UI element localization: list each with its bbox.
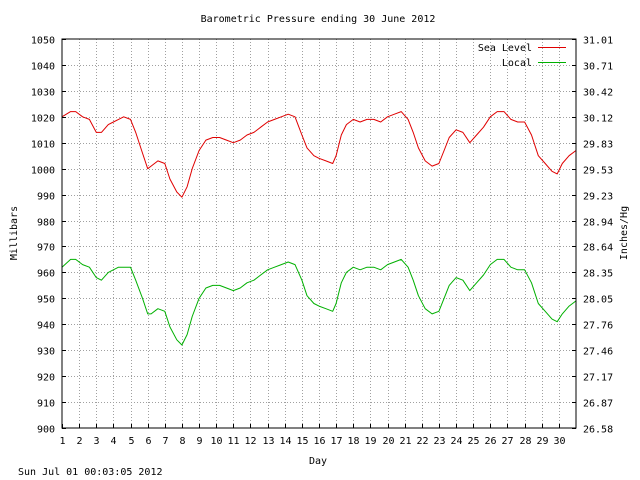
x-tick-label-23: 23 [433, 436, 445, 447]
y2-tick-label-27-76: 27.76 [583, 321, 613, 332]
y-tick-label-980: 980 [37, 218, 55, 229]
y2-tick-label-28-35: 28.35 [583, 269, 613, 280]
x-tick-label-18: 18 [347, 436, 359, 447]
x-tick-label-26: 26 [484, 436, 496, 447]
y-tick-labels: 900 910 920 930 940 950 960 970 980 990 1000 1010 10… [31, 36, 55, 436]
x-tick-label-5: 5 [128, 436, 134, 447]
y2-tick-label-30-71: 30.71 [583, 62, 613, 73]
chart-title: Barometric Pressure ending 30 June 2012 [201, 14, 436, 25]
y-tick-label-990: 990 [37, 192, 55, 203]
y-axis-label: Millibars [9, 206, 20, 260]
y-tick-label-1020: 1020 [31, 114, 55, 125]
y-tick-label-1040: 1040 [31, 62, 55, 73]
footer-timestamp: Sun Jul 01 00:03:05 2012 [18, 467, 163, 478]
grid-lines [62, 39, 576, 428]
x-tick-label-14: 14 [279, 436, 291, 447]
y2-tick-label-27-46: 27.46 [583, 347, 613, 358]
y2-tick-label-31-01: 31.01 [583, 36, 613, 47]
x-tick-label-7: 7 [162, 436, 168, 447]
series-line-sea-level [61, 111, 577, 198]
x-tick-label-15: 15 [296, 436, 308, 447]
x-tick-label-12: 12 [244, 436, 256, 447]
x-tick-label-11: 11 [227, 436, 239, 447]
y-tick-label-900: 900 [37, 425, 55, 436]
y2-tick-label-26-58: 26.58 [583, 425, 613, 436]
x-tick-label-17: 17 [330, 436, 342, 447]
x-tick-label-19: 19 [364, 436, 376, 447]
y2-axis-label: Inches/Hg [619, 206, 630, 260]
y-tick-label-930: 930 [37, 347, 55, 358]
legend-label-sea-level: Sea Level [478, 43, 532, 54]
x-tick-label-25: 25 [467, 436, 479, 447]
y2-tick-labels: 26.58 26.87 27.17 27.46 27.76 28.05 28.35 28.64… [583, 36, 613, 436]
x-tick-label-20: 20 [382, 436, 394, 447]
x-tick-label-13: 13 [262, 436, 274, 447]
y2-tick-label-27-17: 27.17 [583, 373, 613, 384]
y-tick-label-920: 920 [37, 373, 55, 384]
x-tick-label-3: 3 [93, 436, 99, 447]
y2-tick-label-29-23: 29.23 [583, 192, 613, 203]
x-tick-label-10: 10 [210, 436, 222, 447]
y2-tick-label-28-05: 28.05 [583, 295, 613, 306]
legend-label-local: Local [502, 58, 532, 69]
x-tick-label-30: 30 [553, 436, 565, 447]
y-tick-label-1050: 1050 [31, 36, 55, 47]
x-tick-label-28: 28 [519, 436, 531, 447]
x-tick-labels: 1 2 3 4 5 6 7 8 9 10 11 12 13 14 15 16 17 18 19 20 21 22 23 24 2… [59, 436, 565, 447]
y2-tick-label-29-83: 29.83 [583, 140, 613, 151]
series-lines [61, 111, 577, 346]
y-tick-label-960: 960 [37, 269, 55, 280]
x-tick-label-27: 27 [501, 436, 513, 447]
legend: Sea Level Local [478, 43, 566, 69]
y-tick-label-1010: 1010 [31, 140, 55, 151]
y-tick-label-970: 970 [37, 243, 55, 254]
x-tick-label-9: 9 [196, 436, 202, 447]
y2-tick-label-30-42: 30.42 [583, 88, 613, 99]
y2-tick-label-26-87: 26.87 [583, 399, 613, 410]
y2-tick-label-28-94: 28.94 [583, 218, 613, 229]
x-tick-label-2: 2 [76, 436, 82, 447]
x-tick-label-16: 16 [313, 436, 325, 447]
x-tick-label-29: 29 [536, 436, 548, 447]
y2-tick-label-30-12: 30.12 [583, 114, 613, 125]
x-tick-label-4: 4 [110, 436, 116, 447]
series-line-local [61, 258, 577, 346]
y2-tick-label-28-64: 28.64 [583, 243, 613, 254]
y-tick-label-1030: 1030 [31, 88, 55, 99]
x-tick-label-22: 22 [416, 436, 428, 447]
y-tick-label-1000: 1000 [31, 166, 55, 177]
axis-ticks [62, 39, 576, 429]
x-tick-label-24: 24 [450, 436, 462, 447]
y-tick-label-910: 910 [37, 399, 55, 410]
x-axis-label: Day [309, 456, 327, 467]
x-tick-label-21: 21 [399, 436, 411, 447]
y-tick-label-940: 940 [37, 321, 55, 332]
x-tick-label-6: 6 [145, 436, 151, 447]
y-tick-label-950: 950 [37, 295, 55, 306]
x-tick-label-8: 8 [179, 436, 185, 447]
x-tick-label-1: 1 [59, 436, 65, 447]
y2-tick-label-29-53: 29.53 [583, 166, 613, 177]
